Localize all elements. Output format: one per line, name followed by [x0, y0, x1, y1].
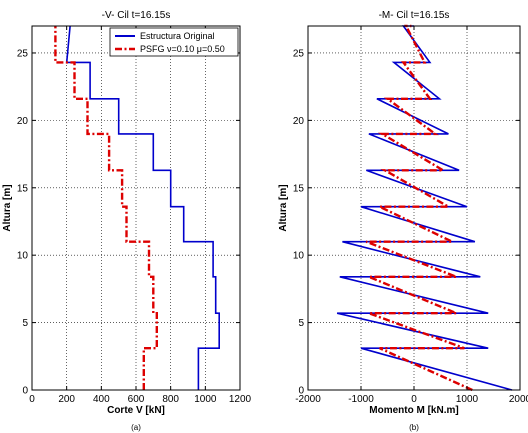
panel-b-grid [308, 26, 520, 391]
panel-a-ytick-label: 20 [17, 116, 29, 127]
panel-b-series-line-psfg [365, 24, 473, 392]
panel-b-ylabel: Altura [m] [278, 184, 289, 231]
panel-b-ytick-label: 0 [298, 386, 304, 397]
panel-b-ytick-label: 20 [293, 116, 305, 127]
panel-b-series [336, 24, 513, 392]
panel-a-caption: (a) [131, 423, 141, 432]
panel-b-ticks: -2000 -1000 0 1000 2000 0 5 10 15 20 25 [293, 26, 528, 405]
panel-a-ytick-label: 0 [22, 386, 28, 397]
panel-b-xlabel: Momento M [kN.m] [369, 405, 458, 416]
panel-a-xtick-label: 400 [93, 394, 110, 405]
panel-a-xlabel: Corte V [kN] [107, 405, 165, 416]
panel-a-xtick-label: 1200 [229, 394, 252, 405]
panel-a-shear: -V- Cil t=16.15s 0 200 400 600 800 1000 1200 0 5… [2, 10, 252, 432]
panel-a-ytick-label: 10 [17, 251, 29, 262]
panel-b-ytick-label: 5 [298, 318, 304, 329]
panel-a-ytick-label: 15 [17, 183, 29, 194]
panel-b-title: -M- Cil t=16.15s [379, 10, 450, 21]
panel-b-xtick-label: 2000 [509, 394, 528, 405]
panel-a-grid [32, 26, 240, 391]
panel-b-caption: (b) [409, 423, 419, 432]
panel-a-ticks: 0 200 400 600 800 1000 1200 0 5 10 15 20 25 [17, 26, 252, 405]
panel-b-xtick-label: -2000 [295, 394, 321, 405]
panel-b-moment: -M- Cil t=16.15s -2000 -1000 0 1000 2000 0 5 10… [278, 10, 528, 432]
legend: Estructura Original PSFG ν=0.10 μ=0.50 [109, 27, 239, 57]
panel-b-ytick-label: 10 [293, 251, 305, 262]
panel-b-xtick-label: 0 [411, 394, 417, 405]
panel-b-xtick-label: 1000 [456, 394, 479, 405]
legend-label-original: Estructura Original [140, 31, 215, 41]
panel-a-xtick-label: 800 [162, 394, 179, 405]
panel-a-series-line-original [65, 25, 220, 390]
panel-a-series [54, 25, 220, 390]
legend-box [109, 27, 239, 57]
panel-b-ytick-label: 15 [293, 183, 305, 194]
panel-b-xtick-label: -1000 [348, 394, 374, 405]
panel-a-ytick-label: 25 [17, 48, 29, 59]
legend-label-psfg: PSFG ν=0.10 μ=0.50 [140, 44, 225, 54]
panel-a-xtick-label: 600 [128, 394, 145, 405]
panel-a-xtick-label: 200 [58, 394, 75, 405]
panel-b-series-line-original [336, 25, 513, 391]
panel-a-ytick-label: 5 [22, 318, 28, 329]
panel-a-ylabel: Altura [m] [2, 184, 13, 231]
panel-a-xtick-label: 0 [29, 394, 35, 405]
panel-b-ytick-label: 25 [293, 48, 305, 59]
panel-a-series-line-psfg [54, 26, 159, 390]
panel-a-xtick-label: 1000 [194, 394, 217, 405]
panel-a-title: -V- Cil t=16.15s [102, 10, 171, 21]
